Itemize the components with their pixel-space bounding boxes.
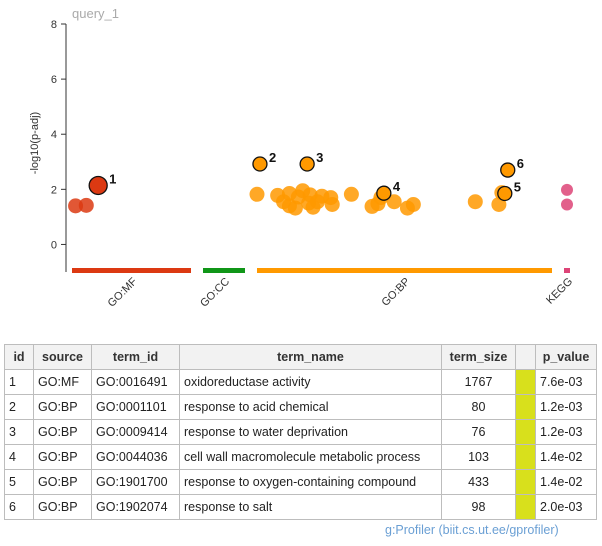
source-band-go-mf [72,268,191,273]
chart-title: query_1 [72,6,119,21]
significance-bar [515,469,536,495]
x-group-label: KEGG [544,276,575,307]
y-axis-label: -log10(p-adj) [29,112,41,174]
data-point [467,194,483,210]
cell-source: GO:BP [33,394,92,420]
source-band-kegg [564,268,570,273]
significance-bar [515,369,536,395]
cell-p-value: 2.0e-03 [535,494,597,520]
table-row[interactable]: 4 GO:BP GO:0044036 cell wall macromolecu… [4,444,597,470]
highlighted-point [376,185,392,201]
x-group-label: GO:BP [379,276,412,309]
point-label: 3 [316,150,323,165]
data-point [561,183,573,196]
header-term-id: term_id [91,344,180,370]
source-band-go-bp [257,268,552,273]
point-label: 2 [269,150,276,165]
header-significance-bar [515,344,536,370]
header-id: id [4,344,34,370]
cell-source: GO:BP [33,494,92,520]
cell-p-value: 1.4e-02 [535,469,597,495]
cell-source: GO:BP [33,419,92,445]
cell-id: 2 [4,394,34,420]
highlighted-point [252,156,268,172]
point-label: 4 [393,179,401,194]
significance-bar [515,444,536,470]
cell-term-name: response to acid chemical [179,394,442,420]
source-band-go-cc [203,268,245,273]
point-label: 1 [109,171,116,186]
cell-source: GO:BP [33,469,92,495]
table-row[interactable]: 3 GO:BP GO:0009414 response to water dep… [4,419,597,445]
cell-term-name: response to oxygen-containing compound [179,469,442,495]
cell-term-id: GO:0044036 [91,444,180,470]
cell-term-name: cell wall macromolecule metabolic proces… [179,444,442,470]
gprofiler-credit-link[interactable]: g:Profiler (biit.cs.ut.ee/gprofiler) [385,523,559,537]
y-tick-label: 0 [51,239,57,251]
header-p-value: p_value [535,344,597,370]
header-term-size: term_size [441,344,516,370]
cell-source: GO:BP [33,444,92,470]
data-point [249,186,265,202]
table-header-row: id source term_id term_name term_size p_… [4,344,597,370]
data-point [78,197,94,213]
cell-term-id: GO:0001101 [91,394,180,420]
x-group-label: GO:MF [106,275,140,309]
cell-term-size: 433 [441,469,516,495]
table-row[interactable]: 1 GO:MF GO:0016491 oxidoreductase activi… [4,369,597,395]
y-tick-label: 8 [51,19,57,31]
table-row[interactable]: 6 GO:BP GO:1902074 response to salt 98 2… [4,494,597,520]
cell-p-value: 1.2e-03 [535,419,597,445]
header-term-name: term_name [179,344,442,370]
cell-term-size: 1767 [441,369,516,395]
point-label: 5 [514,179,521,194]
data-point [68,198,84,214]
manhattan-plot: query_1 0 2 4 6 8 -log10(p-adj) GO:MF GO:CC GO:BP… [29,6,575,310]
cell-term-name: response to water deprivation [179,419,442,445]
cell-term-id: GO:0016491 [91,369,180,395]
cell-id: 5 [4,469,34,495]
y-tick-label: 2 [51,184,57,196]
results-table: id source term_id term_name term_size p_… [4,344,597,520]
data-point [405,196,421,212]
cell-term-id: GO:1902074 [91,494,180,520]
cell-term-size: 103 [441,444,516,470]
highlighted-point [497,185,513,202]
data-point [386,194,402,210]
table-row[interactable]: 5 GO:BP GO:1901700 response to oxygen-co… [4,469,597,495]
cell-p-value: 1.4e-02 [535,444,597,470]
highlighted-point [88,175,108,196]
cell-id: 1 [4,369,34,395]
point-label: 6 [517,156,524,171]
cell-term-size: 98 [441,494,516,520]
significance-bar [515,494,536,520]
significance-bar [515,394,536,420]
significance-bar [515,419,536,445]
data-point [324,196,340,212]
cell-term-name: response to salt [179,494,442,520]
cell-source: GO:MF [33,369,92,395]
cell-p-value: 7.6e-03 [535,369,597,395]
data-point [561,198,573,211]
cell-id: 6 [4,494,34,520]
cell-term-name: oxidoreductase activity [179,369,442,395]
cell-p-value: 1.2e-03 [535,394,597,420]
cell-term-size: 80 [441,394,516,420]
cell-term-id: GO:1901700 [91,469,180,495]
cell-id: 3 [4,419,34,445]
highlighted-point [299,156,315,172]
y-tick-label: 6 [51,74,57,86]
header-source: source [33,344,92,370]
data-point [343,186,359,202]
cell-term-id: GO:0009414 [91,419,180,445]
y-tick-label: 4 [51,129,57,141]
table-row[interactable]: 2 GO:BP GO:0001101 response to acid chem… [4,394,597,420]
x-group-label: GO:CC [198,276,232,310]
highlighted-point [500,162,516,178]
cell-id: 4 [4,444,34,470]
cell-term-size: 76 [441,419,516,445]
